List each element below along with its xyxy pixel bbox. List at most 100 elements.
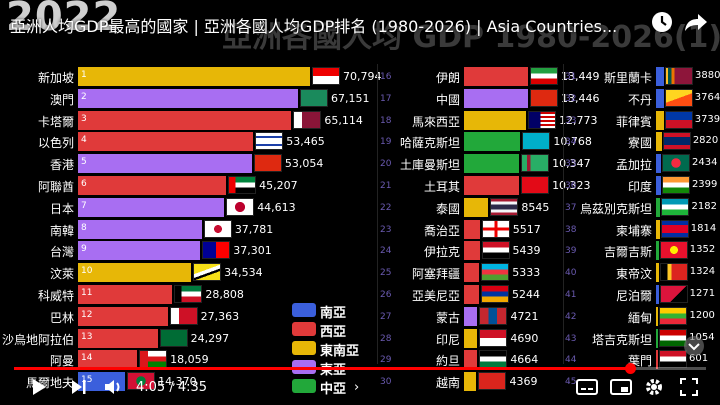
chevron-right-icon[interactable]: › [354,380,360,395]
volume-icon[interactable] [104,378,124,400]
gdp-bar [464,328,478,348]
scrubber-handle[interactable] [624,363,636,374]
legend-swatch [292,303,316,317]
watch-later-clock-icon[interactable] [648,8,676,36]
row-rank-number: 20 [380,159,392,170]
gdp-bar [464,372,477,392]
row-rank-number: 31 [565,72,577,82]
country-name: 印尼 [435,332,460,347]
gdp-value: 65,114 [324,113,363,127]
gdp-value: 14,370 [158,375,197,389]
gdp-bar [464,67,528,86]
nepal-flag-icon [659,285,688,303]
gdp-value: 37,781 [234,222,274,236]
row-rank-number: 37 [565,202,577,213]
gdp-value: 2399 [691,179,718,190]
uae-flag-icon [228,176,257,194]
bar-rank-label: 12 [81,309,93,320]
gdp-value: 34,534 [224,266,263,280]
israel-flag-icon [255,132,284,151]
row-rank-number: 28 [380,333,392,344]
kazakhstan-flag-icon [522,132,551,151]
country-name: 約旦 [435,354,460,369]
legend-label: 南亞 [320,306,347,321]
yemen-flag-icon [659,350,687,369]
bar-rank-label: 7 [81,200,87,211]
oman-flag-icon [139,350,168,369]
gdp-bar [656,263,659,283]
gdp-value: 45,207 [259,179,298,192]
gdp-value: 1352 [689,244,716,256]
gdp-bar [656,176,661,195]
gdp-value: 3880 [695,70,720,81]
georgia-flag-icon [481,219,510,238]
country-name: 伊拉克 [423,245,460,260]
play-icon[interactable] [30,378,48,400]
country-name: 越南 [435,376,460,391]
bar-rank-label: 4 [81,135,87,146]
myanmar-flag-icon [659,306,688,325]
cambodia-flag-icon [660,219,689,238]
azerbaijan-flag-icon [481,263,510,282]
next-icon[interactable] [70,378,88,400]
legend-label: 中亞 [320,382,347,397]
thailand-flag-icon [490,197,519,216]
gdp-value: 2820 [692,135,719,147]
row-rank-number: 25 [380,268,392,279]
bar-rank-label: 6 [81,179,87,189]
country-name: 寮國 [627,136,652,151]
gdp-value: 5439 [512,244,541,258]
share-arrow-icon[interactable] [682,8,710,36]
gdp-value: 13,449 [561,70,600,83]
gdp-bar [656,88,664,108]
fullscreen-icon[interactable] [680,378,698,400]
chart-background-title: 亞洲各國人均 GDP 1980-2026(1) [222,20,720,55]
row-rank-number: 40 [565,268,577,279]
country-name: 日本 [49,201,74,216]
country-name: 土庫曼斯坦 [399,158,460,173]
gdp-value: 13,446 [560,91,600,105]
settings-gear-icon[interactable] [644,377,664,401]
gdp-value: 5517 [512,222,541,236]
gdp-bar [656,285,659,304]
gdp-bar [656,350,658,370]
uzbekistan-flag-icon [661,197,690,216]
country-name: 汶萊 [49,267,74,282]
video-title[interactable]: 亞洲人均GDP最高的國家 | 亞洲各國人均GDP排名 (1980-2026) |… [10,17,618,36]
gdp-bar [464,241,480,261]
gdp-value: 4690 [510,331,539,345]
row-rank-number: 32 [565,93,577,104]
column-divider [377,64,378,364]
country-name: 馬來西亞 [411,114,460,129]
progress-bar[interactable] [14,363,706,374]
country-name: 香港 [49,158,74,173]
country-name: 阿曼 [49,354,74,369]
miniplayer-icon[interactable] [610,378,632,400]
country-name: 伊朗 [435,71,460,85]
jordan-flag-icon [479,350,508,369]
gdp-value: 1200 [689,309,715,321]
scroll-down-icon[interactable] [683,335,705,361]
gdp-bar [464,263,480,283]
gdp-value: 1271 [689,288,716,299]
country-name: 泰國 [435,201,460,216]
gdp-value: 37,301 [233,244,272,258]
captions-icon[interactable] [576,378,598,400]
timorleste-flag-icon [659,263,688,282]
row-rank-number: 42 [565,311,577,322]
bar-rank-label: 3 [81,113,87,124]
country-name: 尼泊爾 [615,289,652,303]
bar-rank-label: 15 [81,375,93,386]
turkey-flag-icon [521,176,550,194]
gdp-bar [464,219,480,239]
row-rank-number: 24 [380,246,392,257]
legend-swatch [292,379,316,393]
gdp-bar: 12 [78,306,168,326]
bar-rank-label: 5 [81,157,87,168]
country-name: 新加坡 [37,71,74,85]
gdp-bar [464,176,520,195]
country-name: 土耳其 [423,180,460,194]
row-rank-number: 29 [380,355,392,366]
country-name: 蒙古 [435,310,460,325]
row-rank-number: 21 [380,181,392,191]
